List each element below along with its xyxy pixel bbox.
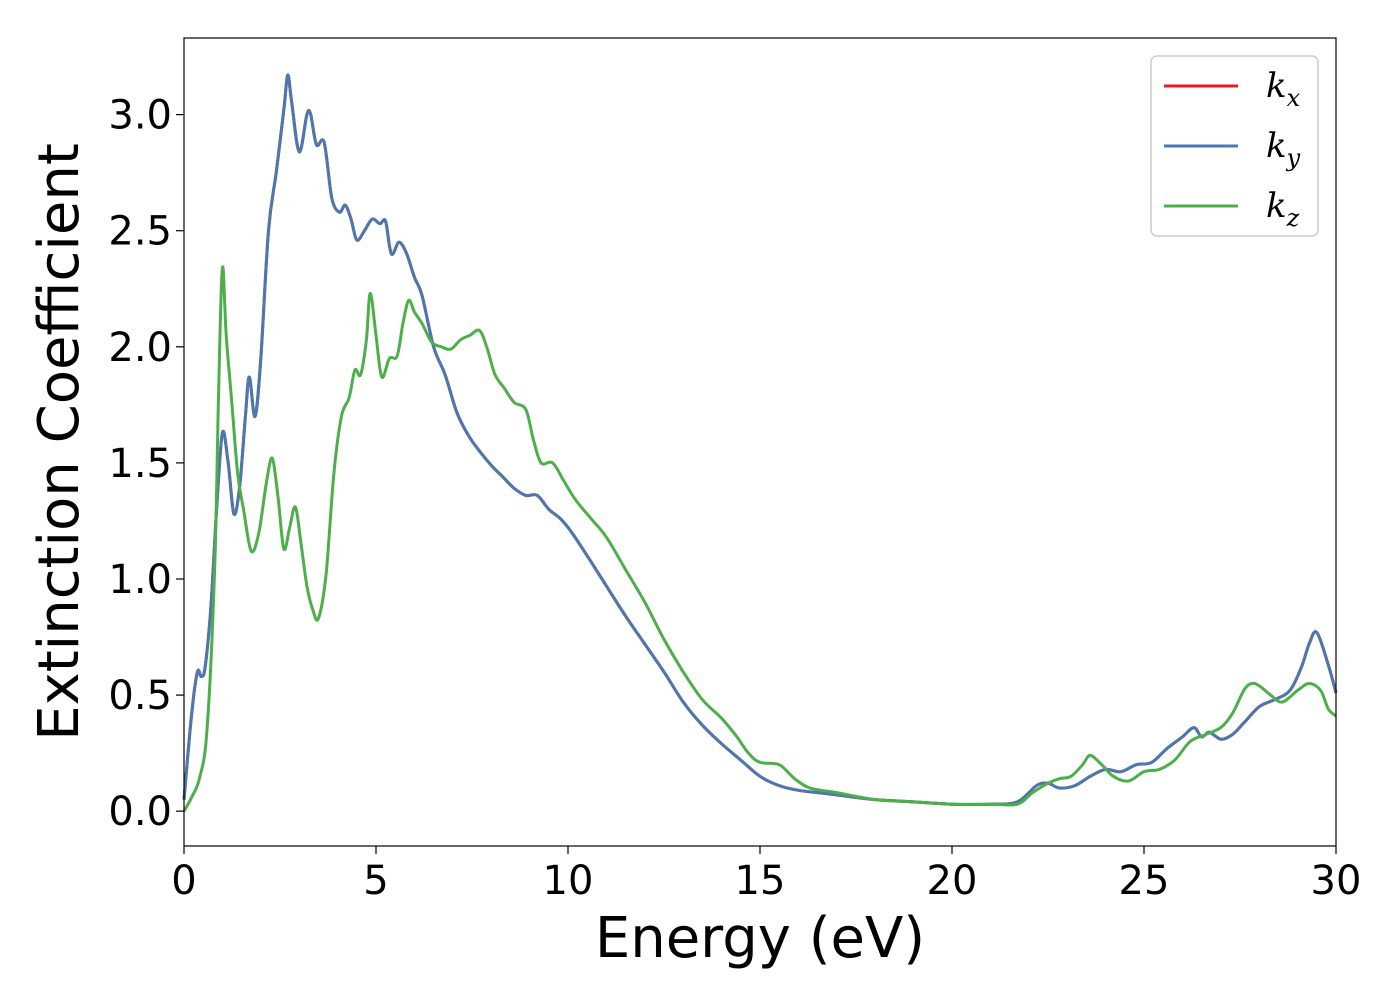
x-tick-label: 20 — [927, 858, 978, 904]
x-tick-label: 30 — [1311, 858, 1362, 904]
y-tick-label: 1.5 — [108, 441, 172, 487]
y-tick-label: 2.5 — [108, 209, 172, 255]
x-axis-title: Energy (eV) — [595, 906, 925, 971]
y-tick-label: 0.5 — [108, 673, 172, 719]
y-axis-ticks: 0.0 0.5 1.0 1.5 2.0 2.5 3.0 — [108, 93, 184, 835]
y-tick-label: 0.0 — [108, 789, 172, 835]
y-tick-label: 3.0 — [108, 93, 172, 139]
y-tick-label: 2.0 — [108, 325, 172, 371]
x-tick-label: 15 — [735, 858, 786, 904]
x-tick-label: 0 — [171, 858, 196, 904]
series-line-kz — [182, 265, 1338, 812]
x-tick-label: 25 — [1119, 858, 1170, 904]
series-layer — [182, 73, 1338, 812]
x-tick-label: 10 — [543, 858, 594, 904]
y-tick-label: 1.0 — [108, 557, 172, 603]
y-axis-title: Extinction Coefficient — [27, 143, 92, 741]
series-line-ky — [182, 73, 1338, 806]
plot-area — [184, 38, 1336, 846]
x-tick-label: 5 — [363, 858, 388, 904]
x-axis-ticks: 0 5 10 15 20 25 30 — [171, 846, 1361, 904]
